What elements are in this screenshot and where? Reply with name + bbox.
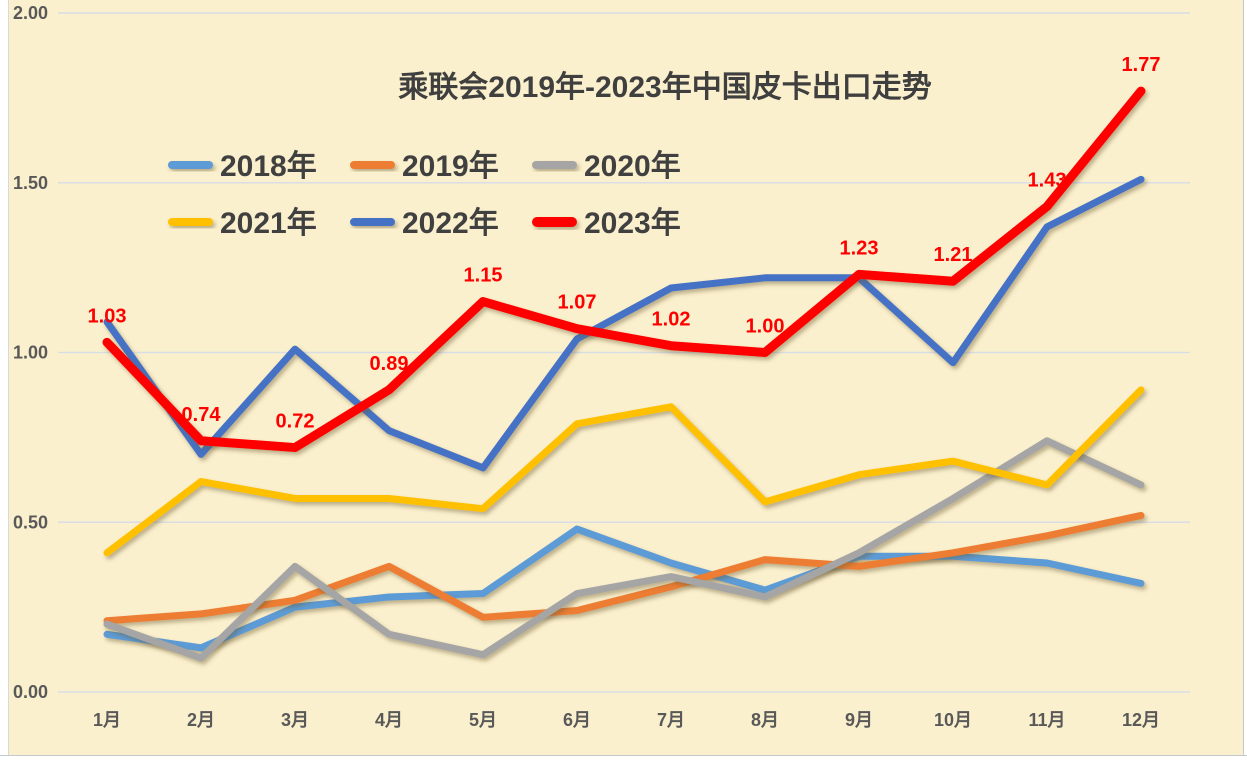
- x-tick-label: 3月: [281, 710, 309, 730]
- y-tick-label: 1.00: [13, 343, 48, 363]
- data-label-2023年-7月: 1.02: [652, 309, 691, 331]
- x-tick-label: 8月: [751, 710, 779, 730]
- legend-swatch-2019年: [350, 161, 395, 169]
- y-tick-label: 0.50: [13, 512, 48, 532]
- series-lines: [102, 86, 1146, 662]
- legend-item-2023年: 2023年: [532, 207, 681, 240]
- legend-swatch-2023年: [532, 217, 577, 227]
- x-axis-tick-labels: 1月 2月 3月 4月 5月 6月 7月 8月 9月 10月 11月 12月: [93, 710, 1160, 730]
- x-tick-label: 1月: [93, 710, 121, 730]
- x-tick-label: 11月: [1028, 710, 1065, 730]
- data-label-2023年-12月: 1.77: [1122, 54, 1161, 76]
- legend-swatch-2021年: [168, 218, 213, 226]
- x-tick-label: 12月: [1122, 710, 1160, 730]
- data-label-2023年-6月: 1.07: [558, 292, 597, 314]
- legend-swatch-2018年: [168, 161, 213, 169]
- legend-item-2019年: 2019年: [350, 150, 499, 183]
- x-tick-label: 9月: [845, 710, 873, 730]
- plot-background: [8, 0, 1243, 755]
- chart-title: 乘联会2019年-2023年中国皮卡出口走势: [398, 71, 931, 104]
- legend-label-2021年: 2021年: [220, 207, 317, 240]
- legend-item-2022年: 2022年: [350, 207, 499, 240]
- legend-label-2019年: 2019年: [402, 150, 499, 183]
- gridlines: [58, 12, 1190, 693]
- y-tick-label: 2.00: [13, 3, 48, 23]
- series-line-2018年: [103, 525, 1145, 652]
- x-tick-label: 10月: [934, 710, 972, 730]
- legend-swatch-2022年: [350, 218, 395, 226]
- data-label-2023年-4月: 0.89: [370, 353, 409, 375]
- data-label-2023年-5月: 1.15: [464, 265, 503, 287]
- data-labels: 1.03 0.74 0.72 0.89 1.15 1.07 1.02 1.00 1.23 1.21…: [88, 54, 1161, 432]
- legend-item-2018年: 2018年: [168, 150, 317, 183]
- x-tick-label: 2月: [187, 710, 215, 730]
- data-label-2023年-11月: 1.43: [1028, 170, 1067, 192]
- legend-label-2023年: 2023年: [584, 207, 681, 240]
- data-label-2023年-2月: 0.74: [182, 404, 222, 426]
- legend-item-2021年: 2021年: [168, 207, 317, 240]
- x-tick-label: 4月: [375, 710, 403, 730]
- y-axis-tick-labels: 2.00 1.50 1.00 0.50 0.00: [13, 3, 48, 702]
- series-line-2020年: [103, 437, 1145, 662]
- data-label-2023年-3月: 0.72: [276, 411, 315, 433]
- series-line-2023年: [102, 86, 1146, 453]
- data-label-2023年-8月: 1.00: [746, 316, 785, 338]
- y-tick-label: 1.50: [13, 173, 48, 193]
- x-tick-label: 5月: [469, 710, 497, 730]
- legend: 2018年 2019年 2020年 2021年 2022年 2023年: [168, 150, 681, 240]
- y-tick-label: 0.00: [13, 682, 48, 702]
- legend-item-2020年: 2020年: [532, 150, 681, 183]
- legend-swatch-2020年: [532, 161, 577, 169]
- series-line-2021年: [103, 386, 1145, 557]
- legend-label-2022年: 2022年: [402, 207, 499, 240]
- legend-label-2020年: 2020年: [584, 150, 681, 183]
- series-line-2019年: [103, 511, 1145, 625]
- series-line-2022年: [103, 175, 1145, 472]
- x-tick-label: 6月: [563, 710, 591, 730]
- data-label-2023年-10月: 1.21: [934, 244, 973, 266]
- data-label-2023年-1月: 1.03: [88, 305, 127, 327]
- data-label-2023年-9月: 1.23: [840, 237, 879, 259]
- x-tick-label: 7月: [657, 710, 685, 730]
- legend-label-2018年: 2018年: [220, 150, 317, 183]
